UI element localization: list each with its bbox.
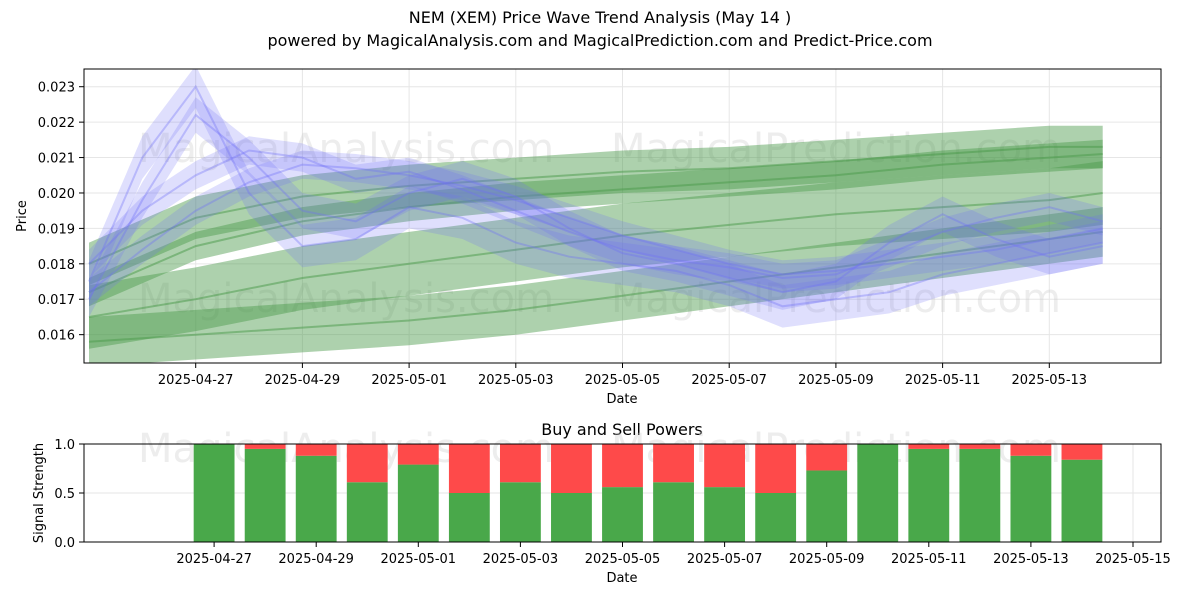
price-x-ticks: 2025-04-27 2025-04-29 2025-05-01 2025-05-03… (158, 363, 1087, 388)
price-y-tick-label: 0.018 (38, 258, 75, 273)
signal-bars-group (193, 444, 1103, 542)
signal-y-axis-label: Signal Strength (32, 443, 47, 543)
trend-line (88, 230, 1103, 343)
signal-x-tick-label: 2025-05-11 (891, 552, 967, 567)
sell-bar (346, 444, 388, 483)
signal-chart-title: Buy and Sell Powers (541, 420, 703, 439)
wave-line (88, 149, 1103, 280)
price-x-tick-label: 2025-05-11 (905, 373, 981, 388)
wave-band (89, 69, 1103, 328)
sell-bar (806, 444, 848, 471)
price-x-tick-label: 2025-05-03 (478, 373, 554, 388)
watermark-text: MagicalAnalysis.com (138, 276, 554, 322)
sell-bar (448, 444, 490, 493)
price-grid (84, 69, 1161, 363)
watermark-text: MagicalPrediction.com (611, 126, 1061, 172)
price-y-tick-label: 0.017 (38, 293, 75, 308)
buy-bar (499, 482, 541, 542)
wave-band (89, 150, 1103, 307)
buy-bar (857, 444, 899, 542)
signal-y-tick-label: 0.5 (54, 487, 75, 502)
price-y-axis-label: Price (15, 200, 30, 232)
trend-band (89, 125, 1103, 286)
sell-bar (551, 444, 592, 493)
price-x-tick-label: 2025-04-27 (158, 373, 234, 388)
sell-bar (1010, 444, 1052, 456)
price-x-tick-label: 2025-04-29 (265, 373, 341, 388)
signal-y-tick-label: 0.0 (54, 536, 75, 551)
chart-subtitle: powered by MagicalAnalysis.com and Magic… (267, 31, 933, 50)
buy-bar (959, 448, 1001, 542)
buy-bar (1061, 459, 1103, 542)
wave-line (88, 113, 1103, 300)
buy-bar (397, 464, 439, 542)
price-y-tick-label: 0.020 (38, 187, 75, 202)
signal-x-ticks: 2025-04-27 2025-04-29 2025-05-01 2025-05-03… (176, 542, 1171, 567)
trend-band (89, 161, 1103, 349)
buy-bar (244, 448, 286, 542)
wave-band (89, 136, 1103, 293)
signal-x-tick-label: 2025-04-29 (278, 552, 354, 567)
price-x-tick-label: 2025-05-13 (1012, 373, 1088, 388)
sell-bar (653, 444, 694, 483)
signal-x-tick-label: 2025-05-01 (381, 552, 457, 567)
buy-bar (755, 493, 797, 542)
sell-bar (755, 444, 797, 493)
sell-bar (908, 444, 950, 449)
buy-bar (551, 493, 592, 542)
signal-x-tick-label: 2025-05-07 (687, 552, 763, 567)
sell-bar (244, 444, 286, 449)
buy-bar (295, 455, 337, 542)
chart-title: NEM (XEM) Price Wave Trend Analysis (May… (408, 8, 792, 27)
sell-bar (704, 444, 746, 488)
signal-x-tick-label: 2025-05-09 (789, 552, 865, 567)
price-y-tick-label: 0.019 (38, 222, 75, 237)
price-y-ticks: 0.016 0.017 0.018 0.019 0.020 0.021 0.022 0.023 (38, 81, 84, 344)
trend-band (89, 139, 1103, 307)
price-y-tick-label: 0.022 (38, 116, 75, 131)
price-y-tick-label: 0.021 (38, 152, 75, 167)
signal-x-tick-label: 2025-05-05 (585, 552, 661, 567)
price-x-tick-label: 2025-05-01 (371, 373, 447, 388)
price-y-tick-label: 0.016 (38, 329, 75, 344)
signal-x-axis-label: Date (606, 571, 637, 586)
price-x-tick-label: 2025-05-07 (691, 373, 767, 388)
watermark-text: MagicalPrediction.com (611, 276, 1061, 322)
buy-bar (1010, 455, 1052, 542)
buy-bar (193, 444, 235, 542)
wave-band (89, 97, 1103, 317)
trend-line (88, 145, 1103, 265)
sell-bar (397, 444, 439, 465)
buy-bar (346, 482, 388, 542)
price-x-tick-label: 2025-05-05 (585, 373, 661, 388)
watermark-text: MagicalAnalysis.com (138, 126, 554, 172)
buy-bar (602, 487, 643, 542)
trend-line (88, 192, 1103, 318)
signal-y-tick-label: 1.0 (54, 438, 75, 453)
sell-bar (602, 444, 643, 488)
buy-bar (908, 448, 950, 542)
signal-x-tick-label: 2025-05-15 (1095, 552, 1171, 567)
buy-bar (653, 482, 694, 542)
signal-x-tick-label: 2025-05-13 (993, 552, 1069, 567)
trend-line (88, 153, 1103, 294)
signal-y-ticks: 0.0 0.5 1.0 (54, 438, 84, 551)
wave-line (88, 84, 1103, 308)
price-y-tick-label: 0.023 (38, 81, 75, 96)
buy-bar (704, 487, 746, 542)
sell-bar (499, 444, 541, 483)
sell-bar (295, 444, 337, 456)
signal-x-tick-label: 2025-04-27 (176, 552, 252, 567)
price-series-group (88, 69, 1103, 363)
price-x-tick-label: 2025-05-09 (798, 373, 874, 388)
price-x-axis-label: Date (606, 392, 637, 407)
buy-bar (806, 470, 848, 542)
signal-x-tick-label: 2025-05-03 (483, 552, 559, 567)
buy-bar (448, 493, 490, 542)
sell-bar (1061, 444, 1103, 460)
sell-bar (959, 444, 1001, 449)
wave-line (88, 163, 1103, 293)
